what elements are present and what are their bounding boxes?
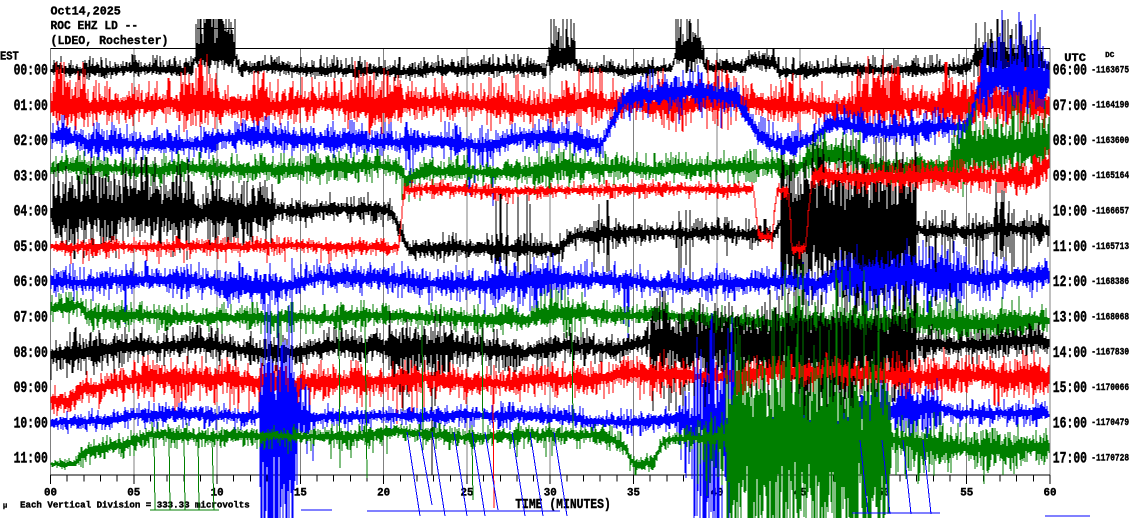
svg-text:-1168068: -1168068 bbox=[1091, 312, 1129, 323]
svg-text:Oct14,2025: Oct14,2025 bbox=[51, 5, 121, 19]
svg-text:06:00: 06:00 bbox=[14, 273, 48, 291]
svg-text:(LDEO, Rochester): (LDEO, Rochester) bbox=[51, 34, 169, 48]
svg-text:06:00: 06:00 bbox=[1053, 62, 1087, 80]
svg-text:16:00: 16:00 bbox=[1053, 414, 1087, 432]
svg-text:-1167830: -1167830 bbox=[1091, 348, 1129, 359]
svg-text:EST: EST bbox=[0, 50, 19, 64]
svg-text:-1165713: -1165713 bbox=[1091, 242, 1129, 253]
svg-text:-1165164: -1165164 bbox=[1091, 171, 1129, 182]
svg-text:55: 55 bbox=[960, 488, 973, 500]
svg-text:15:00: 15:00 bbox=[1053, 379, 1087, 397]
svg-text:05: 05 bbox=[127, 488, 140, 500]
svg-text:02:00: 02:00 bbox=[14, 132, 48, 150]
svg-text:-1163600: -1163600 bbox=[1091, 136, 1129, 147]
svg-text:01:00: 01:00 bbox=[14, 97, 48, 115]
svg-text:04:00: 04:00 bbox=[14, 203, 48, 221]
svg-text:Each Vertical Division = 333.: Each Vertical Division = 333.33 microvol… bbox=[20, 500, 250, 511]
svg-text:14:00: 14:00 bbox=[1053, 344, 1087, 362]
svg-text:09:00: 09:00 bbox=[1053, 167, 1087, 185]
svg-text:00:00: 00:00 bbox=[14, 62, 48, 80]
svg-text:μ: μ bbox=[3, 503, 7, 511]
svg-text:13:00: 13:00 bbox=[1053, 308, 1087, 326]
svg-text:09:00: 09:00 bbox=[14, 379, 48, 397]
svg-text:05:00: 05:00 bbox=[14, 238, 48, 256]
svg-text:15: 15 bbox=[294, 488, 307, 500]
svg-text:-1166657: -1166657 bbox=[1091, 206, 1129, 217]
svg-text:20: 20 bbox=[377, 488, 390, 500]
svg-text:-1168386: -1168386 bbox=[1091, 277, 1129, 288]
svg-text:DC: DC bbox=[1105, 52, 1115, 60]
svg-text:-1170479: -1170479 bbox=[1091, 418, 1129, 429]
svg-text:-1170728: -1170728 bbox=[1091, 453, 1129, 464]
svg-text:07:00: 07:00 bbox=[1053, 97, 1087, 115]
svg-text:08:00: 08:00 bbox=[1053, 132, 1087, 150]
svg-text:00: 00 bbox=[44, 488, 57, 500]
svg-text:UTC: UTC bbox=[1064, 53, 1086, 65]
svg-text:12:00: 12:00 bbox=[1053, 273, 1087, 291]
svg-text:-1170066: -1170066 bbox=[1091, 383, 1129, 394]
svg-text:-1164190: -1164190 bbox=[1091, 101, 1129, 112]
svg-text:TIME (MINUTES): TIME (MINUTES) bbox=[515, 497, 611, 513]
svg-text:10:00: 10:00 bbox=[1053, 203, 1087, 221]
svg-text:08:00: 08:00 bbox=[14, 344, 48, 362]
svg-text:03:00: 03:00 bbox=[14, 167, 48, 185]
svg-text:ROC EHZ LD --: ROC EHZ LD -- bbox=[51, 19, 139, 33]
svg-text:07:00: 07:00 bbox=[14, 308, 48, 326]
svg-text:11:00: 11:00 bbox=[14, 450, 48, 468]
svg-text:-1163675: -1163675 bbox=[1091, 65, 1129, 76]
svg-text:35: 35 bbox=[627, 488, 640, 500]
svg-text:11:00: 11:00 bbox=[1053, 238, 1087, 256]
svg-text:60: 60 bbox=[1044, 488, 1057, 500]
svg-text:30: 30 bbox=[544, 488, 557, 500]
svg-text:10: 10 bbox=[211, 488, 224, 500]
svg-text:17:00: 17:00 bbox=[1053, 450, 1087, 468]
svg-text:10:00: 10:00 bbox=[14, 414, 48, 432]
